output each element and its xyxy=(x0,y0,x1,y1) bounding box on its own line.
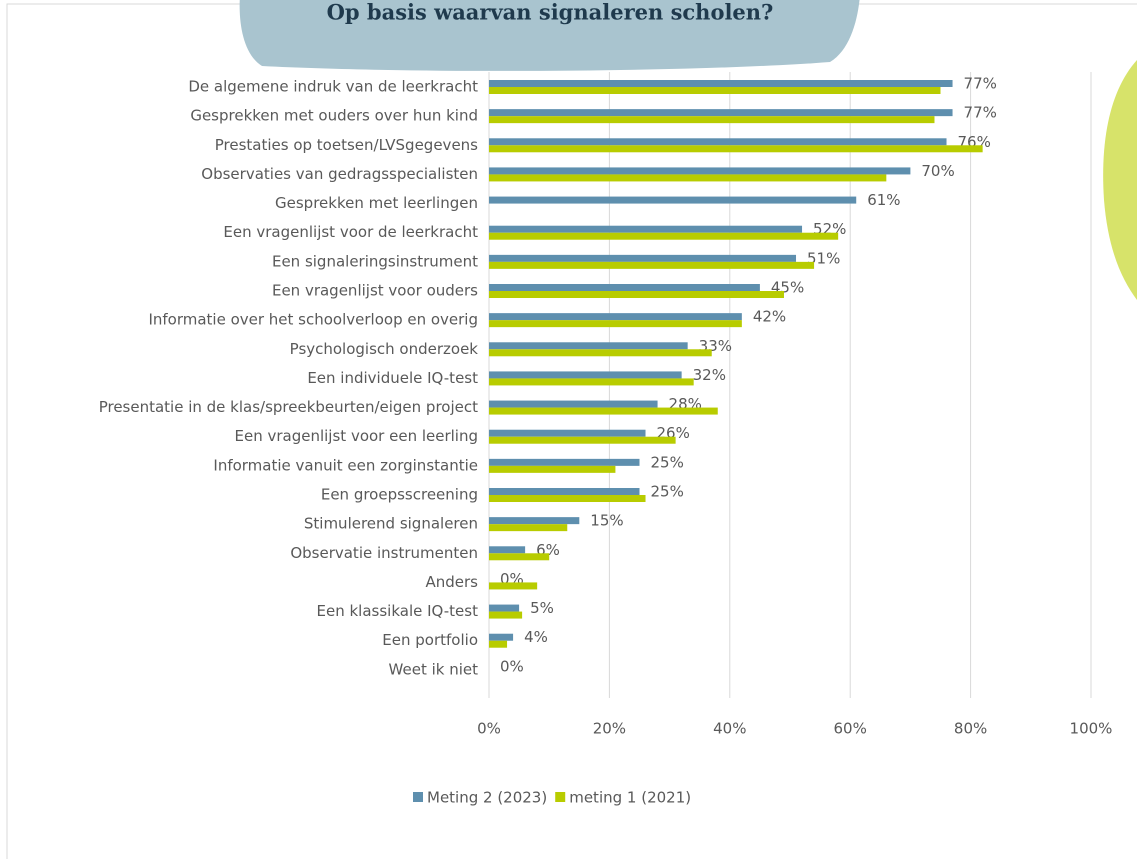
bar xyxy=(489,342,688,350)
y-tick-label: Stimulerend signaleren xyxy=(304,515,478,533)
bar xyxy=(489,553,550,561)
bar xyxy=(489,254,797,262)
bar xyxy=(489,80,953,87)
bar xyxy=(489,196,857,204)
bar xyxy=(489,284,760,291)
bar xyxy=(489,145,983,153)
y-tick-label: Een vragenlijst voor ouders xyxy=(272,282,478,300)
y-tick-label: Een klassikale IQ-test xyxy=(317,602,479,620)
x-tick-label: 80% xyxy=(954,720,987,738)
bar xyxy=(489,87,941,94)
bar xyxy=(489,458,640,466)
bar xyxy=(489,640,508,648)
value-label: 25% xyxy=(651,483,684,501)
y-tick-label: Een portfolio xyxy=(382,631,478,649)
bar xyxy=(489,524,568,532)
y-tick-label: Observatie instrumenten xyxy=(290,544,478,562)
y-tick-label: Informatie over het schoolverloop en ove… xyxy=(148,311,478,329)
bar xyxy=(489,225,803,233)
bar xyxy=(489,378,694,386)
bar xyxy=(489,465,616,473)
x-tick-label: 40% xyxy=(713,720,746,738)
bar xyxy=(489,261,815,269)
bar xyxy=(489,167,911,175)
y-tick-label: Informatie vanuit een zorginstantie xyxy=(213,456,478,474)
value-label: 61% xyxy=(867,191,900,209)
value-label: 25% xyxy=(651,453,684,471)
bar xyxy=(489,429,646,437)
y-tick-label: De algemene indruk van de leerkracht xyxy=(188,78,478,96)
bar xyxy=(489,436,676,444)
y-tick-label: Weet ik niet xyxy=(389,660,479,678)
value-label: 77% xyxy=(964,75,997,93)
y-tick-label: Een groepsscreening xyxy=(321,486,478,504)
x-tick-label: 100% xyxy=(1070,720,1113,738)
y-tick-label: Gesprekken met ouders over hun kind xyxy=(190,107,478,125)
y-tick-label: Een vragenlijst voor een leerling xyxy=(235,427,479,445)
value-label: 51% xyxy=(807,249,840,267)
bar xyxy=(489,232,839,240)
y-tick-label: Presentatie in de klas/spreekbeurten/eig… xyxy=(99,398,478,416)
bar xyxy=(489,291,784,298)
y-tick-label: Psychologisch onderzoek xyxy=(290,340,479,358)
bar xyxy=(489,349,712,357)
bar xyxy=(489,174,887,182)
value-label: 4% xyxy=(524,628,548,646)
x-tick-label: 20% xyxy=(593,720,626,738)
y-tick-label: Een individuele IQ-test xyxy=(307,369,478,387)
bar xyxy=(489,546,526,554)
bar xyxy=(489,611,523,619)
value-label: 15% xyxy=(590,512,623,530)
title-blob xyxy=(239,0,860,71)
bar xyxy=(489,633,514,641)
legend-swatch xyxy=(555,792,566,802)
x-tick-label: 60% xyxy=(834,720,867,738)
bar xyxy=(489,604,520,612)
x-tick-label: 0% xyxy=(477,720,501,738)
bar xyxy=(489,313,742,321)
y-tick-label: Een signaleringsinstrument xyxy=(272,252,478,270)
value-label: 42% xyxy=(753,308,786,326)
bar xyxy=(489,109,953,117)
decoration xyxy=(1103,60,1137,300)
legend-label: meting 1 (2021) xyxy=(569,789,691,807)
y-tick-label: Anders xyxy=(426,573,479,591)
bar xyxy=(489,495,646,502)
bar xyxy=(489,371,682,379)
y-tick-label: Een vragenlijst voor de leerkracht xyxy=(223,223,478,241)
y-tick-label: Prestaties op toetsen/LVSgegevens xyxy=(215,136,478,154)
legend-swatch xyxy=(413,792,423,802)
bar xyxy=(489,488,640,495)
value-label: 70% xyxy=(921,162,954,180)
bar xyxy=(489,517,580,525)
value-label: 5% xyxy=(530,599,554,617)
chart-title: Op basis waarvan signaleren scholen? xyxy=(327,0,774,25)
value-label: 77% xyxy=(964,104,997,122)
bar xyxy=(489,400,658,408)
value-label: 0% xyxy=(500,657,524,675)
legend-label: Meting 2 (2023) xyxy=(427,789,547,807)
value-label: 32% xyxy=(693,366,726,384)
y-tick-label: Gesprekken met leerlingen xyxy=(275,194,478,212)
bar xyxy=(489,116,935,124)
bar xyxy=(489,138,947,146)
bar xyxy=(489,407,718,415)
y-tick-label: Observaties van gedragsspecialisten xyxy=(201,165,478,183)
bar xyxy=(489,582,538,590)
bar xyxy=(489,320,742,328)
